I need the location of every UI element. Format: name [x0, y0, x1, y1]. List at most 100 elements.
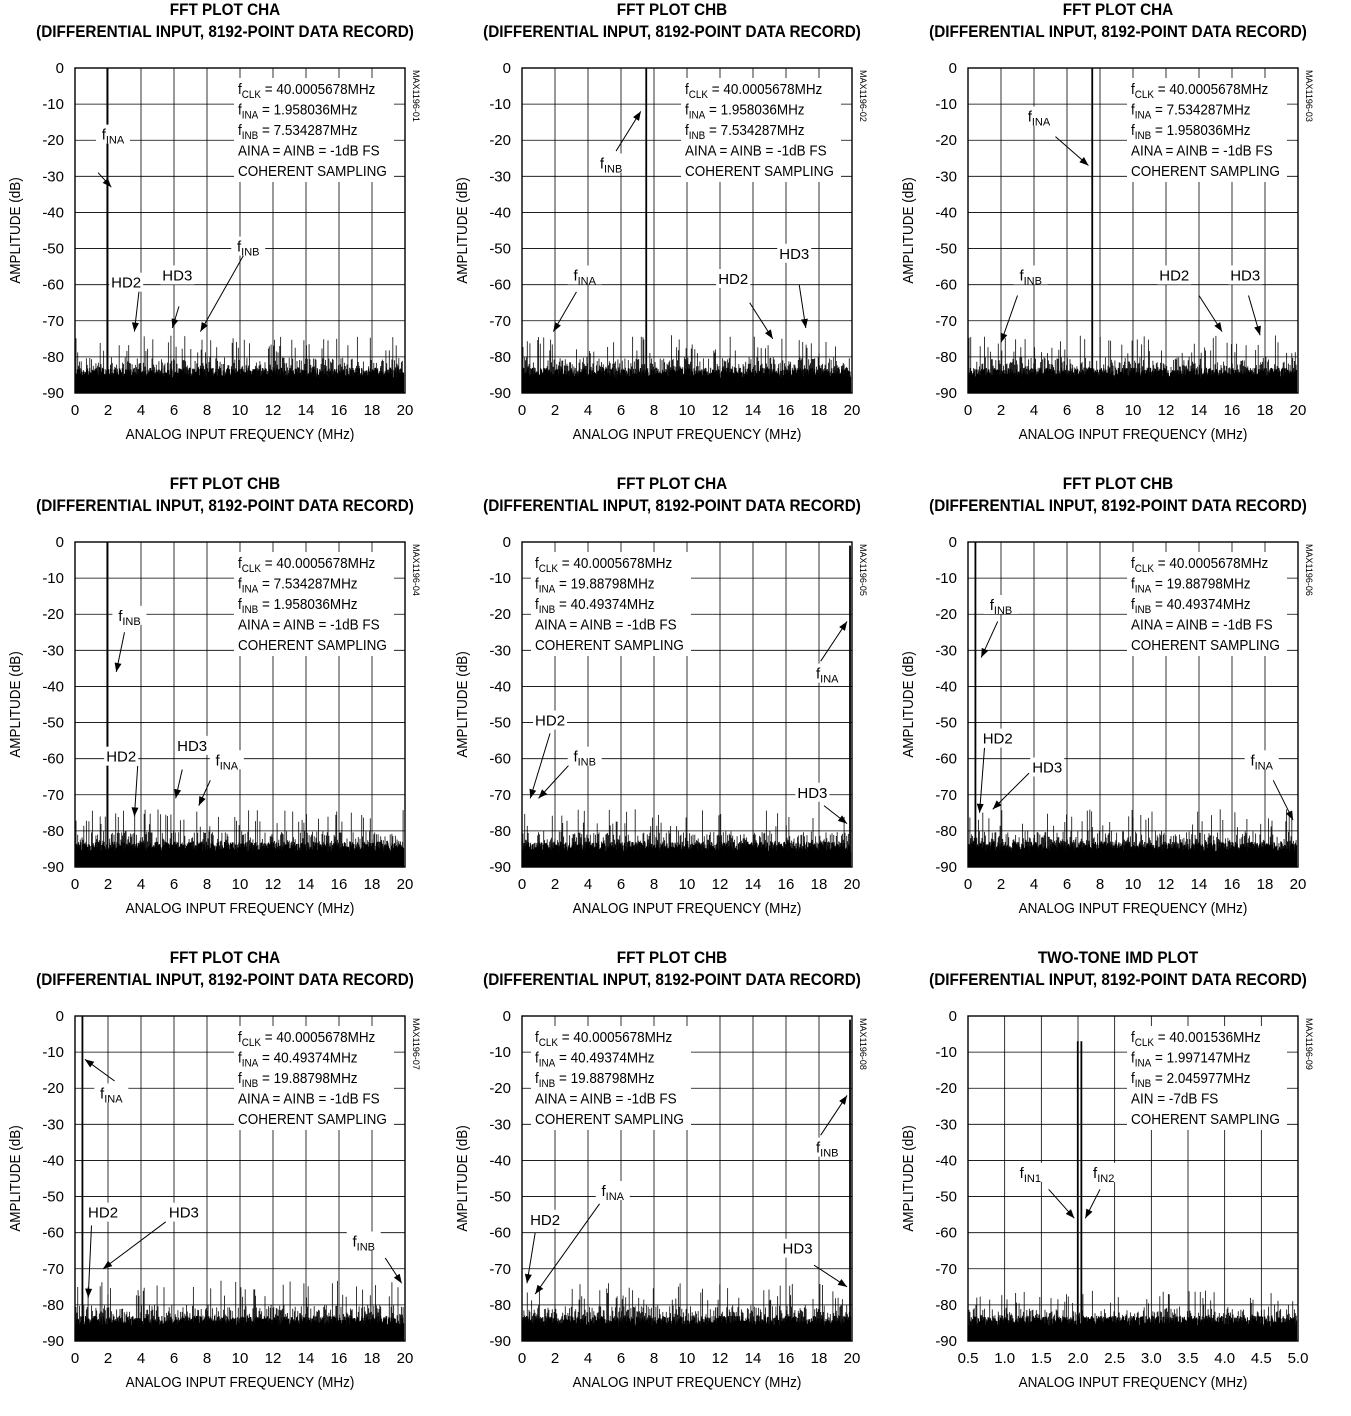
test-condition-line: fINB = 19.88798MHz: [238, 1070, 358, 1090]
annotation-label: fINA: [573, 267, 596, 287]
test-condition-line: fINA = 40.49374MHz: [535, 1050, 655, 1070]
y-tick-label: -30: [935, 642, 957, 659]
x-tick-label: 14: [745, 402, 762, 419]
figure-code: MAX1196-06: [1304, 544, 1314, 596]
y-tick-label: -20: [935, 606, 957, 623]
y-tick-label: -20: [489, 132, 511, 149]
test-condition-line: fCLK = 40.0005678MHz: [238, 555, 375, 575]
test-condition-line: fINA = 40.49374MHz: [238, 1050, 358, 1070]
y-tick-label: -70: [935, 1261, 957, 1278]
y-tick-label: -40: [489, 678, 511, 695]
x-tick-label: 8: [1096, 876, 1104, 893]
test-condition-line: fINB = 40.49374MHz: [1131, 596, 1251, 616]
annotation-label: fINB: [352, 1234, 375, 1254]
annotation: HD2: [1157, 265, 1223, 332]
x-tick-label: 20: [844, 876, 861, 893]
y-axis-label: AMPLITUDE (dB): [454, 651, 471, 757]
y-tick-label: 0: [503, 1008, 511, 1025]
annotation-label: fINA: [816, 666, 839, 686]
x-tick-label: 2: [551, 402, 559, 419]
annotation-label: fINA: [1028, 109, 1051, 129]
annotation: HD3: [174, 735, 210, 799]
y-tick-label: -20: [42, 606, 64, 623]
x-tick-label: 10: [1125, 876, 1142, 893]
fft-chart-2: FFT PLOT CHB (DIFFERENTIAL INPUT, 8192-PO…: [447, 0, 897, 468]
x-tick-label: 14: [298, 402, 315, 419]
y-tick-label: -40: [935, 204, 957, 221]
x-tick-label: 20: [1290, 876, 1307, 893]
x-tick-label: 12: [265, 876, 282, 893]
test-condition-line: COHERENT SAMPLING: [238, 163, 387, 180]
test-condition-line: fCLK = 40.001536MHz: [1131, 1029, 1261, 1049]
test-condition-line: fINB = 19.88798MHz: [535, 1070, 655, 1090]
figure-code: MAX1196-01: [411, 70, 421, 122]
x-tick-label: 4.5: [1251, 1350, 1272, 1367]
y-tick-label: -60: [42, 751, 64, 768]
fft-chart-5: FFT PLOT CHA (DIFFERENTIAL INPUT, 8192-PO…: [447, 474, 897, 942]
x-tick-label: 4: [1030, 402, 1038, 419]
y-tick-label: -40: [489, 204, 511, 221]
y-tick-label: -50: [489, 241, 511, 258]
x-tick-label: 6: [617, 1350, 625, 1367]
annotation: fIN2: [1084, 1162, 1121, 1219]
x-tick-label: 2.5: [1104, 1350, 1125, 1367]
test-condition-line: AINA = AINB = -1dB FS: [238, 1091, 380, 1108]
x-tick-label: 12: [712, 402, 729, 419]
test-condition-line: COHERENT SAMPLING: [238, 1111, 387, 1128]
noise-floor: [522, 335, 852, 393]
annotation-label: HD3: [162, 267, 192, 284]
y-tick-label: 0: [56, 534, 64, 551]
y-tick-label: -10: [935, 1044, 957, 1061]
test-condition-line: fINB = 2.045977MHz: [1131, 1070, 1251, 1090]
y-tick-label: -10: [42, 570, 64, 587]
x-tick-label: 10: [679, 1350, 696, 1367]
x-tick-label: 4: [1030, 876, 1038, 893]
test-condition-line: COHERENT SAMPLING: [535, 637, 684, 654]
y-tick-label: -10: [42, 96, 64, 113]
x-tick-label: 2: [104, 1350, 112, 1367]
plot-frame: [74, 1015, 406, 1342]
x-tick-label: 12: [712, 876, 729, 893]
chart-subtitle: (DIFFERENTIAL INPUT, 8192-POINT DATA REC…: [929, 970, 1307, 989]
annotation-label: fINB: [816, 1140, 839, 1160]
y-tick-label: -90: [935, 1333, 957, 1350]
y-tick-label: -10: [42, 1044, 64, 1061]
test-condition-line: AINA = AINB = -1dB FS: [1131, 143, 1273, 160]
annotation: HD2: [109, 272, 144, 332]
x-axis-label: ANALOG INPUT FREQUENCY (MHz): [573, 900, 802, 917]
y-tick-label: 0: [56, 1008, 64, 1025]
annotation-label: HD3: [177, 738, 207, 755]
annotation: fINB: [594, 111, 642, 176]
fft-chart-7: FFT PLOT CHA (DIFFERENTIAL INPUT, 8192-PO…: [0, 948, 450, 1416]
noise-floor: [522, 809, 852, 867]
x-tick-label: 8: [1096, 402, 1104, 419]
annotation-label: fINA: [1250, 752, 1273, 772]
test-condition-line: COHERENT SAMPLING: [1131, 163, 1280, 180]
annotation: fINB: [199, 236, 266, 332]
annotation-label: fIN1: [1020, 1165, 1041, 1185]
y-tick-label: -40: [935, 678, 957, 695]
y-tick-label: -30: [489, 1116, 511, 1133]
x-tick-label: 6: [617, 876, 625, 893]
chart-subtitle: (DIFFERENTIAL INPUT, 8192-POINT DATA REC…: [36, 970, 414, 989]
x-tick-label: 0: [518, 1350, 526, 1367]
x-tick-label: 0: [71, 1350, 79, 1367]
y-tick-label: -60: [935, 277, 957, 294]
annotation: HD2: [716, 269, 774, 340]
y-tick-label: -10: [935, 570, 957, 587]
fft-chart-9: TWO-TONE IMD PLOT (DIFFERENTIAL INPUT, 81…: [893, 948, 1343, 1416]
annotation: fINA: [198, 750, 244, 806]
x-axis-label: ANALOG INPUT FREQUENCY (MHz): [126, 1374, 355, 1391]
y-tick-label: 0: [949, 1008, 957, 1025]
x-tick-label: 0.5: [958, 1350, 979, 1367]
x-tick-label: 6: [170, 876, 178, 893]
y-tick-label: -60: [489, 1225, 511, 1242]
x-tick-label: 6: [170, 402, 178, 419]
y-tick-label: 0: [949, 60, 957, 77]
fft-chart-3: FFT PLOT CHA (DIFFERENTIAL INPUT, 8192-PO…: [893, 0, 1343, 468]
x-tick-label: 14: [1191, 402, 1208, 419]
y-tick-label: -10: [489, 1044, 511, 1061]
